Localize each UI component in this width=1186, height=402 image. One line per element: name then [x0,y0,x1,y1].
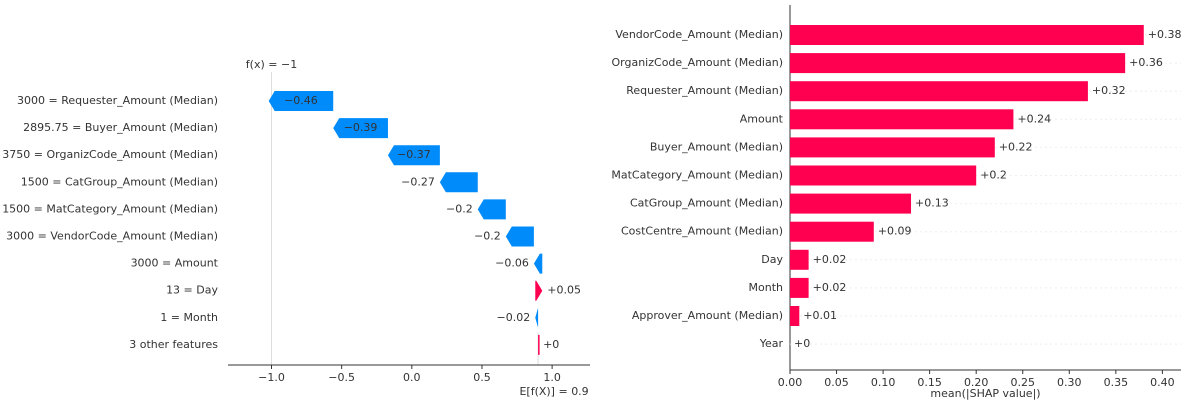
x-tick-label: 0.30 [1057,376,1082,389]
fx-label: f(x) = −1 [246,58,297,71]
y-tick-label: Day [761,253,783,266]
waterfall-bar [535,307,539,328]
x-tick-label: 0.20 [964,376,989,389]
value-label: −0.27 [401,175,435,188]
y-tick-label: 3000 = VendorCode_Amount (Median) [6,230,218,243]
x-axis-label: mean(|SHAP value|) [930,387,1040,400]
bar [790,53,1126,74]
waterfall-bar [268,91,334,111]
value-label: −0.2 [446,202,473,215]
value-label: −0.37 [397,148,431,161]
x-tick-label: 0.25 [1010,376,1035,389]
value-label: +0 [794,337,810,350]
x-tick-label: 0.0 [403,371,421,384]
y-tick-label: MatCategory_Amount (Median) [611,169,783,182]
x-tick-label: 0.5 [473,371,491,384]
y-tick-label: 1500 = CatGroup_Amount (Median) [21,175,218,188]
x-tick-label: −1.0 [258,371,285,384]
value-label: −0.02 [497,311,531,324]
x-tick-label: 0.40 [1150,376,1175,389]
value-label: +0.36 [1129,56,1163,69]
value-label: −0.06 [495,257,529,270]
bar [790,221,874,242]
waterfall-bar [477,199,506,220]
y-tick-label: 3000 = Amount [131,257,219,270]
bar [790,81,1088,102]
bar [790,109,1014,130]
bar [790,25,1144,45]
waterfall-bar [533,253,543,274]
bar [790,137,995,158]
waterfall-bar [538,334,540,355]
y-tick-label: 3000 = Requester_Amount (Median) [17,94,218,107]
bar [790,306,800,326]
x-tick-label: −0.5 [328,371,355,384]
x-tick-label: 0.10 [871,376,896,389]
value-label: +0.05 [547,284,581,297]
y-tick-label: CostCentre_Amount (Median) [621,225,783,238]
waterfall-bar [535,280,543,301]
value-label: −0.2 [474,230,501,243]
y-tick-label: 2895.75 = Buyer_Amount (Median) [23,121,218,134]
y-tick-label: Requester_Amount (Median) [626,84,783,97]
y-tick-label: VendorCode_Amount (Median) [615,28,783,41]
value-label: +0 [543,338,559,351]
bar [790,165,977,186]
bar [790,249,809,270]
value-label: +0.02 [813,281,847,294]
x-tick-label: 0.05 [824,376,849,389]
waterfall-bar [505,226,534,247]
y-tick-label: 3750 = OrganizCode_Amount (Median) [2,148,218,161]
bar [790,193,912,214]
y-tick-label: OrganizCode_Amount (Median) [612,56,784,69]
waterfall-bar [439,172,478,193]
value-label: −0.39 [344,121,378,134]
value-label: +0.02 [813,253,847,266]
y-tick-label: 13 = Day [166,284,218,297]
x-tick-label: 0.00 [778,376,803,389]
y-tick-label: Approver_Amount (Median) [632,309,783,322]
y-tick-label: Amount [740,112,784,125]
x-tick-label: 0.35 [1104,376,1129,389]
waterfall-bar [387,145,440,166]
value-label: +0.38 [1148,28,1182,41]
y-tick-label: 1500 = MatCategory_Amount (Median) [2,202,218,215]
waterfall-bar [333,118,388,139]
y-tick-label: Year [759,337,784,350]
base-label: E[f(X)] = 0.9 [519,385,588,398]
value-label: +0.24 [1017,112,1051,125]
y-tick-label: 1 = Month [160,311,218,324]
x-tick-label: 1.0 [543,371,561,384]
x-tick-label: 0.15 [917,376,942,389]
y-tick-label: Month [749,281,784,294]
bar [790,277,809,298]
value-label: +0.2 [980,169,1007,182]
value-label: +0.22 [999,140,1033,153]
value-label: +0.13 [915,197,949,210]
y-tick-label: Buyer_Amount (Median) [650,140,783,153]
value-label: −0.46 [284,94,318,107]
y-tick-label: 3 other features [129,338,218,351]
y-tick-label: CatGroup_Amount (Median) [630,197,783,210]
value-label: +0.09 [878,225,912,238]
value-label: +0.01 [803,309,837,322]
value-label: +0.32 [1092,84,1126,97]
